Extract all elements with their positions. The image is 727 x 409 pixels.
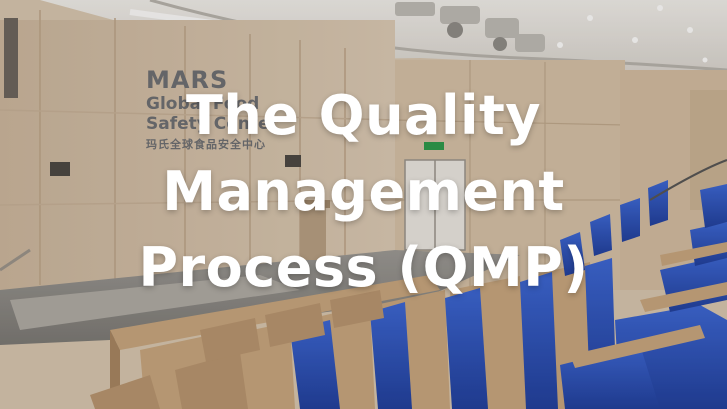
- sign-line-2: Safety Center: [146, 114, 278, 134]
- title-line-3: Process (QMP): [138, 236, 589, 299]
- front-wall: [0, 20, 395, 290]
- title-line-2: Management: [162, 160, 565, 223]
- wall-signage: MARS Global Food Safety Center 玛氏全球食品安全中…: [146, 66, 278, 152]
- front-desk: [110, 275, 440, 350]
- exit-sign: [424, 142, 444, 150]
- banner-title: The Quality Management Process (QMP): [0, 78, 727, 306]
- auditorium-seats: [90, 159, 727, 409]
- sign-line-1: Global Food: [146, 94, 260, 114]
- stage-floor: [0, 250, 520, 345]
- sign-brand: MARS: [146, 66, 229, 94]
- ceiling-lights: [557, 5, 708, 63]
- podium: [300, 205, 326, 260]
- title-line-1: The Quality: [185, 84, 542, 147]
- projector-cluster: [395, 2, 545, 52]
- speaker: [4, 18, 18, 98]
- sign-chinese: 玛氏全球食品安全中心: [146, 138, 266, 151]
